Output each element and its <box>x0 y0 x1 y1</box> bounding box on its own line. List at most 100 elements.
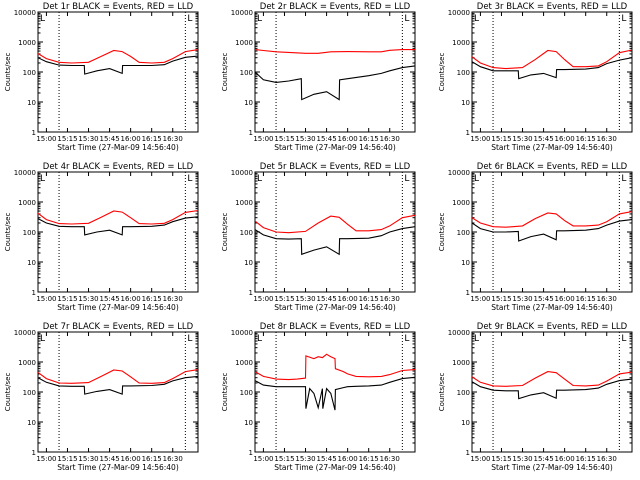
x-tick-label: 16:00 <box>338 295 358 303</box>
x-tick-label: 16:30 <box>597 295 617 303</box>
y-tick-label: 100 <box>23 69 36 77</box>
y-tick-label: 10 <box>27 259 36 267</box>
y-tick-label: 10000 <box>231 9 253 17</box>
series-line-black <box>255 65 415 101</box>
series-line-red <box>472 49 632 70</box>
x-tick-label: 15:45 <box>99 295 119 303</box>
x-tick-label: 16:30 <box>380 135 400 143</box>
x-tick-label: 15:45 <box>316 295 336 303</box>
y-tick-label: 1000 <box>18 39 36 47</box>
corner-marker: L <box>40 334 45 344</box>
x-axis-label: Start Time (27-Mar-09 14:56:40) <box>274 303 396 312</box>
x-tick-label: 15:15 <box>57 295 77 303</box>
y-tick-label: 1000 <box>452 199 470 207</box>
corner-marker: L <box>257 334 262 344</box>
x-axis-label: Start Time (27-Mar-09 14:56:40) <box>274 143 396 152</box>
x-tick-label: 15:30 <box>295 295 315 303</box>
x-tick-label: 15:00 <box>253 135 273 143</box>
corner-marker: L <box>474 174 479 184</box>
corner-marker: L <box>404 174 409 184</box>
y-tick-label: 10000 <box>448 9 470 17</box>
x-tick-label: 15:00 <box>36 135 56 143</box>
y-tick-label: 10 <box>461 419 470 427</box>
y-tick-label: 10000 <box>448 169 470 177</box>
x-axis-label: Start Time (27-Mar-09 14:56:40) <box>274 463 396 472</box>
x-axis-label: Start Time (27-Mar-09 14:56:40) <box>491 143 613 152</box>
corner-marker: L <box>474 334 479 344</box>
x-tick-label: 16:00 <box>555 455 575 463</box>
y-tick-label: 1000 <box>452 359 470 367</box>
plot-frame <box>37 171 199 293</box>
y-tick-label: 100 <box>23 389 36 397</box>
y-tick-label: 10 <box>244 99 253 107</box>
x-tick-label: 16:15 <box>359 135 379 143</box>
series-line-black <box>255 226 415 256</box>
y-tick-label: 10 <box>27 419 36 427</box>
panel-title: Det 8r BLACK = Events, RED = LLD <box>260 322 411 332</box>
x-tick-label: 16:00 <box>121 455 141 463</box>
x-tick-label: 15:30 <box>512 295 532 303</box>
y-tick-label: 1000 <box>452 39 470 47</box>
panel-title: Det 9r BLACK = Events, RED = LLD <box>477 322 628 332</box>
x-tick-label: 16:00 <box>555 135 575 143</box>
panel-title: Det 2r BLACK = Events, RED = LLD <box>260 2 411 12</box>
y-axis-label: Counts/sec <box>221 53 229 92</box>
y-axis-label: Counts/sec <box>438 373 446 412</box>
x-tick-label: 16:00 <box>555 295 575 303</box>
series-line-red <box>472 211 632 228</box>
y-axis-label: Counts/sec <box>438 213 446 252</box>
x-tick-label: 15:45 <box>533 455 553 463</box>
y-tick-label: 1 <box>32 129 36 137</box>
x-tick-label: 15:00 <box>470 295 490 303</box>
y-tick-label: 10 <box>27 99 36 107</box>
x-tick-label: 15:00 <box>470 135 490 143</box>
y-axis-label: Counts/sec <box>221 373 229 412</box>
x-tick-label: 16:15 <box>359 295 379 303</box>
y-tick-label: 1000 <box>235 39 253 47</box>
x-tick-label: 16:30 <box>380 295 400 303</box>
series-line-black <box>472 378 632 400</box>
x-tick-label: 15:15 <box>57 455 77 463</box>
corner-marker: L <box>621 174 626 184</box>
x-tick-label: 16:30 <box>380 455 400 463</box>
x-tick-label: 16:30 <box>597 135 617 143</box>
x-tick-label: 15:15 <box>274 135 294 143</box>
y-tick-label: 10000 <box>14 9 36 17</box>
y-axis-label: Counts/sec <box>4 373 12 412</box>
x-tick-label: 15:15 <box>274 295 294 303</box>
x-tick-label: 16:15 <box>142 455 162 463</box>
x-axis-label: Start Time (27-Mar-09 14:56:40) <box>491 463 613 472</box>
y-tick-label: 1 <box>249 129 253 137</box>
y-tick-label: 10 <box>244 419 253 427</box>
x-tick-label: 15:00 <box>470 455 490 463</box>
panel-title: Det 7r BLACK = Events, RED = LLD <box>43 322 194 332</box>
x-tick-label: 16:00 <box>121 135 141 143</box>
panel-det-9: Det 9r BLACK = Events, RED = LLD L L 15:00 1… <box>438 322 633 472</box>
series-line-black <box>472 57 632 80</box>
x-tick-label: 15:15 <box>57 135 77 143</box>
x-tick-label: 16:30 <box>163 455 183 463</box>
y-tick-label: 100 <box>240 389 253 397</box>
x-tick-label: 16:00 <box>338 135 358 143</box>
x-tick-label: 16:30 <box>597 455 617 463</box>
x-tick-label: 16:15 <box>142 295 162 303</box>
y-tick-label: 1000 <box>18 359 36 367</box>
x-tick-label: 15:30 <box>78 455 98 463</box>
corner-marker: L <box>621 334 626 344</box>
series-line-black <box>472 219 632 242</box>
plot-frame <box>37 331 199 453</box>
x-tick-label: 15:45 <box>316 135 336 143</box>
corner-marker: L <box>404 334 409 344</box>
series-line-red <box>472 371 632 387</box>
y-axis-label: Counts/sec <box>438 53 446 92</box>
x-tick-label: 16:15 <box>359 455 379 463</box>
y-tick-label: 1 <box>249 449 253 457</box>
y-tick-label: 10 <box>244 259 253 267</box>
y-tick-label: 10 <box>461 259 470 267</box>
corner-marker: L <box>187 334 192 344</box>
x-axis-label: Start Time (27-Mar-09 14:56:40) <box>491 303 613 312</box>
